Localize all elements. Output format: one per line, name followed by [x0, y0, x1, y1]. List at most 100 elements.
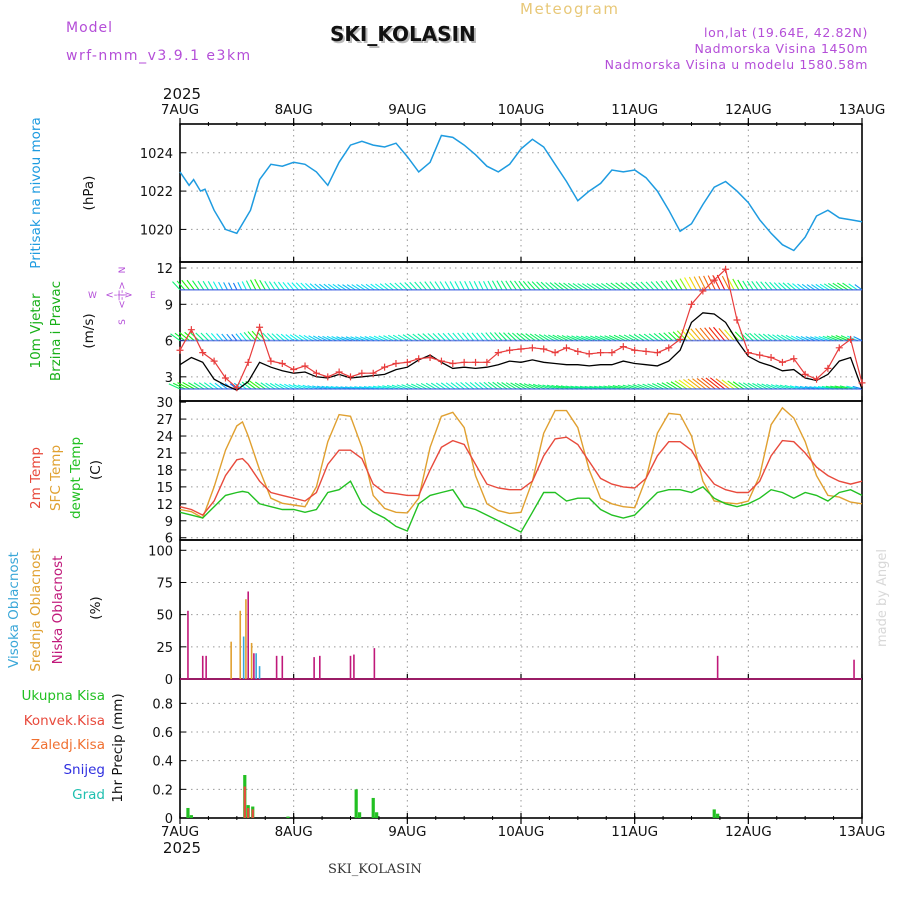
model-name: wrf-nmm_v3.9.1 e3km	[66, 48, 252, 64]
wind-barb	[554, 282, 564, 291]
wind-gust-marker	[608, 349, 616, 357]
y-tick-label: 0	[165, 812, 173, 827]
wind-barb	[473, 280, 479, 291]
wind-barb	[478, 280, 484, 291]
wind-barb	[237, 281, 243, 291]
wind-barb	[638, 333, 650, 342]
wind-gust-marker	[733, 316, 741, 324]
wind-barb	[184, 331, 195, 341]
wind-barb	[501, 382, 512, 390]
cloud-title-high: Visoka Oblacnost	[6, 552, 22, 668]
wind-barb	[608, 334, 621, 342]
legend-frozen: Zaledj.Kisa	[31, 737, 105, 753]
wind-gust-marker	[835, 344, 843, 352]
wind-barb	[704, 327, 716, 341]
wind-gust-marker	[267, 357, 275, 365]
wind-barb	[516, 332, 527, 341]
wind-barb	[509, 280, 517, 291]
wind-barb	[202, 280, 209, 291]
x-tick-label-bottom: 10AUG	[498, 824, 545, 840]
wind-barb	[848, 283, 858, 291]
wind-barb	[309, 283, 318, 291]
wind-barb	[679, 278, 688, 291]
panel-frame	[179, 400, 863, 541]
wind-gust-marker	[290, 366, 298, 374]
wind-barb	[468, 280, 475, 291]
wind-barb	[764, 281, 773, 291]
wind-barb	[713, 326, 726, 341]
wind-barb	[749, 332, 759, 341]
wind-barb	[170, 333, 181, 342]
wind-barb	[439, 281, 446, 291]
precip-bar-total	[189, 815, 193, 818]
wind-barb	[327, 283, 337, 291]
wind-gust-marker	[653, 349, 661, 357]
wind-barb	[640, 281, 650, 291]
wind-barb	[487, 381, 498, 390]
year-top: 2025	[163, 85, 201, 103]
wind-barb	[650, 281, 659, 291]
wind-barb	[505, 382, 517, 390]
wind-barb	[462, 332, 470, 341]
wind-barb	[420, 382, 432, 390]
wind-barb	[538, 334, 550, 342]
wind-barb	[642, 383, 654, 390]
meteogram-title: Meteogram	[520, 0, 620, 18]
wind-barb	[210, 332, 219, 341]
wind-barb	[507, 332, 517, 341]
legend-snow: Snijeg	[63, 762, 105, 778]
wind-barb	[360, 283, 370, 291]
wind-gust-marker	[199, 349, 207, 357]
wind-barb	[758, 333, 768, 341]
wind-barb	[370, 283, 380, 291]
wind-barb	[549, 282, 560, 291]
wind-barb	[480, 332, 489, 341]
wind-gust-marker	[801, 370, 809, 378]
wind-barb	[610, 282, 621, 291]
wind-gust-marker	[278, 360, 286, 368]
wind-barb	[474, 381, 484, 390]
wind-barb	[623, 334, 635, 342]
wind-barb	[435, 382, 446, 390]
wind-barb	[496, 280, 503, 291]
wind-barb	[323, 283, 332, 291]
wind-barb	[254, 381, 266, 390]
pressure-title: Pritisak na nivou mora	[28, 117, 44, 268]
x-tick-label-top: 9AUG	[388, 102, 426, 118]
wind-barb	[620, 282, 631, 291]
wind-barb	[854, 284, 863, 291]
wind-barb	[738, 382, 749, 390]
wind-barb	[556, 334, 569, 342]
wind-barb	[656, 382, 669, 390]
wind-gust-marker	[597, 349, 605, 357]
wind-barb	[226, 333, 233, 341]
wind-barb	[529, 333, 541, 342]
wind-barb	[721, 275, 730, 291]
wind-barb	[787, 282, 797, 291]
wind-barb	[389, 282, 399, 291]
wind-barb	[319, 283, 328, 291]
wind-gust-marker	[528, 344, 536, 352]
wind-barb	[613, 334, 626, 342]
wind-barb	[197, 280, 205, 291]
wind-barb	[419, 281, 427, 291]
wind-barb	[505, 280, 512, 291]
wind-barb	[212, 281, 219, 291]
y-tick-label: 0.2	[152, 783, 173, 798]
lonlat-label: lon,lat (19.64E, 42.82N)	[704, 25, 868, 40]
x-tick-label-bottom: 13AUG	[839, 824, 886, 840]
wind-barb	[332, 283, 342, 291]
wind-barb	[696, 377, 711, 390]
wind-barb	[660, 280, 669, 291]
y-tick-label: 0.8	[152, 697, 173, 712]
wind-barb	[282, 281, 290, 291]
wind-barb	[695, 328, 707, 341]
pressure-unit: (hPa)	[81, 176, 97, 211]
precip-bar-total	[286, 816, 290, 818]
wind-barb	[842, 282, 853, 291]
wind-gust-marker	[483, 358, 491, 366]
wind-barb	[670, 280, 678, 291]
y-tick-label: 50	[156, 609, 173, 624]
wind-barb	[465, 381, 474, 390]
